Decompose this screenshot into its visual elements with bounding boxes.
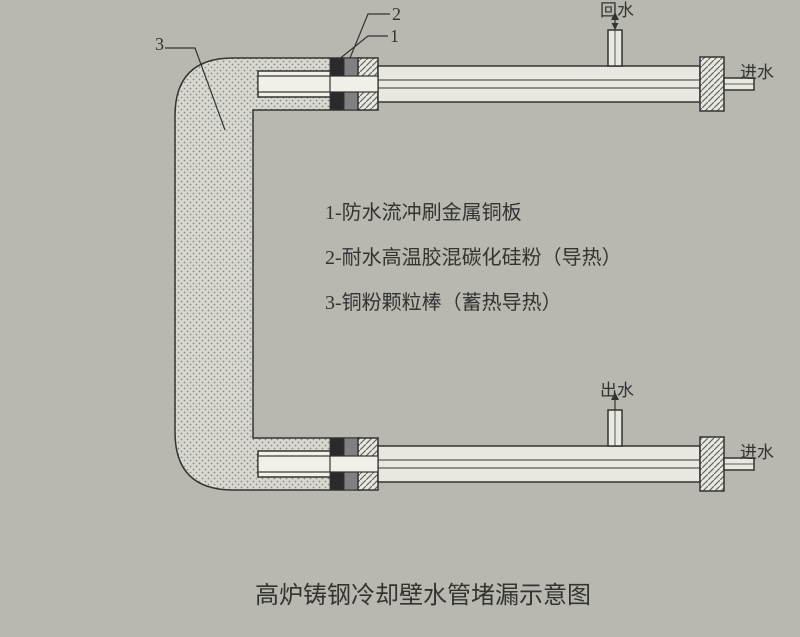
legend-item-1: 1-防水流冲刷金属铜板 [325, 195, 522, 231]
pipe-bottom-body [378, 446, 700, 482]
tube-through-bottom [330, 456, 378, 472]
callout-2-label: 2 [392, 4, 401, 25]
callout-1-label: 1 [390, 26, 399, 47]
outlet-label: 出水 [600, 376, 634, 401]
inlet-bottom-label: 进水 [740, 438, 774, 463]
tube-through-top [330, 76, 378, 92]
inlet-top-label: 进水 [740, 58, 774, 83]
flange-bottom [700, 437, 724, 491]
leader-1 [338, 36, 388, 60]
legend-item-2: 2-耐水高温胶混碳化硅粉（导热） [325, 240, 622, 276]
callout-3-label: 3 [155, 34, 164, 55]
diagram-caption: 高炉铸钢冷却壁水管堵漏示意图 [255, 575, 591, 610]
legend-item-3: 3-铜粉颗粒棒（蓄热导热） [325, 285, 562, 321]
flange-top [700, 57, 724, 111]
pipe-top-body [378, 66, 700, 102]
return-water-label: 回水 [600, 0, 634, 21]
diagram-container: 3 2 1 回水 进水 出水 进水 1-防水流冲刷金属铜板 2-耐水高温胶混碳化… [0, 0, 800, 632]
